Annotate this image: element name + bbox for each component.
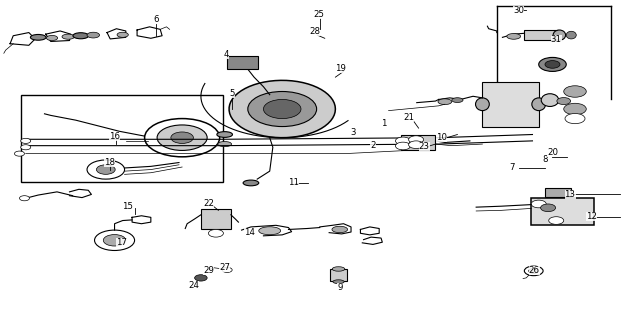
Circle shape (21, 138, 31, 143)
Ellipse shape (438, 99, 452, 105)
Text: 2: 2 (370, 141, 376, 150)
Ellipse shape (507, 34, 520, 39)
Circle shape (87, 160, 125, 179)
Bar (524, 30, 558, 40)
Circle shape (171, 132, 193, 143)
Text: 13: 13 (564, 190, 576, 199)
Text: 4: 4 (223, 50, 229, 59)
Text: 31: 31 (551, 35, 562, 44)
Ellipse shape (475, 98, 489, 111)
Ellipse shape (218, 141, 231, 147)
Circle shape (14, 151, 24, 156)
Text: 12: 12 (586, 212, 597, 221)
Text: 23: 23 (419, 142, 429, 151)
Text: 7: 7 (510, 164, 515, 172)
Text: 25: 25 (313, 10, 324, 19)
Bar (227, 56, 258, 68)
Text: 20: 20 (547, 148, 558, 157)
Text: 3: 3 (350, 128, 356, 137)
Text: 29: 29 (203, 266, 214, 276)
Ellipse shape (117, 32, 129, 37)
Bar (330, 269, 347, 281)
Ellipse shape (62, 34, 75, 39)
Circle shape (524, 266, 543, 276)
Bar (482, 82, 539, 126)
Circle shape (19, 196, 29, 201)
Text: 6: 6 (153, 15, 159, 24)
Circle shape (157, 125, 207, 150)
Circle shape (565, 114, 585, 124)
Text: 30: 30 (514, 6, 524, 15)
Text: 14: 14 (244, 228, 255, 237)
Ellipse shape (332, 267, 345, 271)
Circle shape (97, 165, 115, 174)
Bar (531, 198, 594, 225)
Text: 27: 27 (219, 263, 230, 272)
Ellipse shape (31, 35, 46, 40)
Text: 16: 16 (109, 132, 120, 140)
Circle shape (540, 204, 556, 212)
Ellipse shape (73, 33, 88, 39)
Text: 28: 28 (309, 28, 320, 36)
Circle shape (396, 142, 411, 150)
Ellipse shape (217, 132, 233, 137)
Text: 24: 24 (188, 281, 199, 290)
Text: 18: 18 (104, 158, 115, 167)
Bar (201, 209, 231, 229)
Circle shape (409, 141, 424, 148)
Circle shape (103, 235, 126, 246)
Circle shape (529, 268, 539, 273)
Ellipse shape (541, 94, 559, 107)
Text: 8: 8 (542, 155, 548, 164)
Circle shape (539, 57, 566, 71)
Text: 22: 22 (203, 199, 214, 208)
Ellipse shape (566, 31, 576, 39)
Circle shape (545, 60, 560, 68)
Text: 9: 9 (337, 283, 342, 292)
Circle shape (263, 100, 301, 119)
Ellipse shape (259, 227, 281, 235)
Ellipse shape (532, 98, 545, 111)
Ellipse shape (332, 226, 347, 233)
Circle shape (208, 229, 223, 237)
Bar (401, 134, 436, 150)
Text: 1: 1 (381, 119, 387, 128)
Circle shape (531, 200, 546, 208)
Circle shape (409, 136, 424, 143)
Polygon shape (229, 80, 335, 138)
Ellipse shape (557, 98, 571, 105)
Circle shape (564, 86, 586, 97)
Circle shape (248, 92, 317, 126)
Circle shape (396, 137, 411, 145)
Bar (21, 95, 223, 182)
Text: 21: 21 (403, 114, 414, 123)
Text: 5: 5 (229, 89, 235, 98)
Ellipse shape (553, 30, 566, 40)
Text: 19: 19 (335, 64, 346, 73)
Circle shape (222, 268, 232, 272)
Circle shape (194, 275, 207, 281)
Ellipse shape (87, 32, 100, 38)
Circle shape (549, 217, 564, 224)
Text: 10: 10 (436, 133, 447, 142)
Text: 26: 26 (529, 266, 540, 276)
Bar (545, 188, 571, 197)
Text: 11: 11 (288, 179, 299, 188)
Ellipse shape (452, 98, 463, 102)
Circle shape (95, 230, 135, 251)
Ellipse shape (333, 280, 344, 284)
Text: 17: 17 (116, 238, 127, 247)
Ellipse shape (243, 180, 259, 186)
Circle shape (21, 145, 31, 150)
Circle shape (145, 119, 219, 157)
Ellipse shape (46, 36, 58, 41)
Circle shape (564, 103, 586, 115)
Text: 15: 15 (122, 202, 133, 211)
